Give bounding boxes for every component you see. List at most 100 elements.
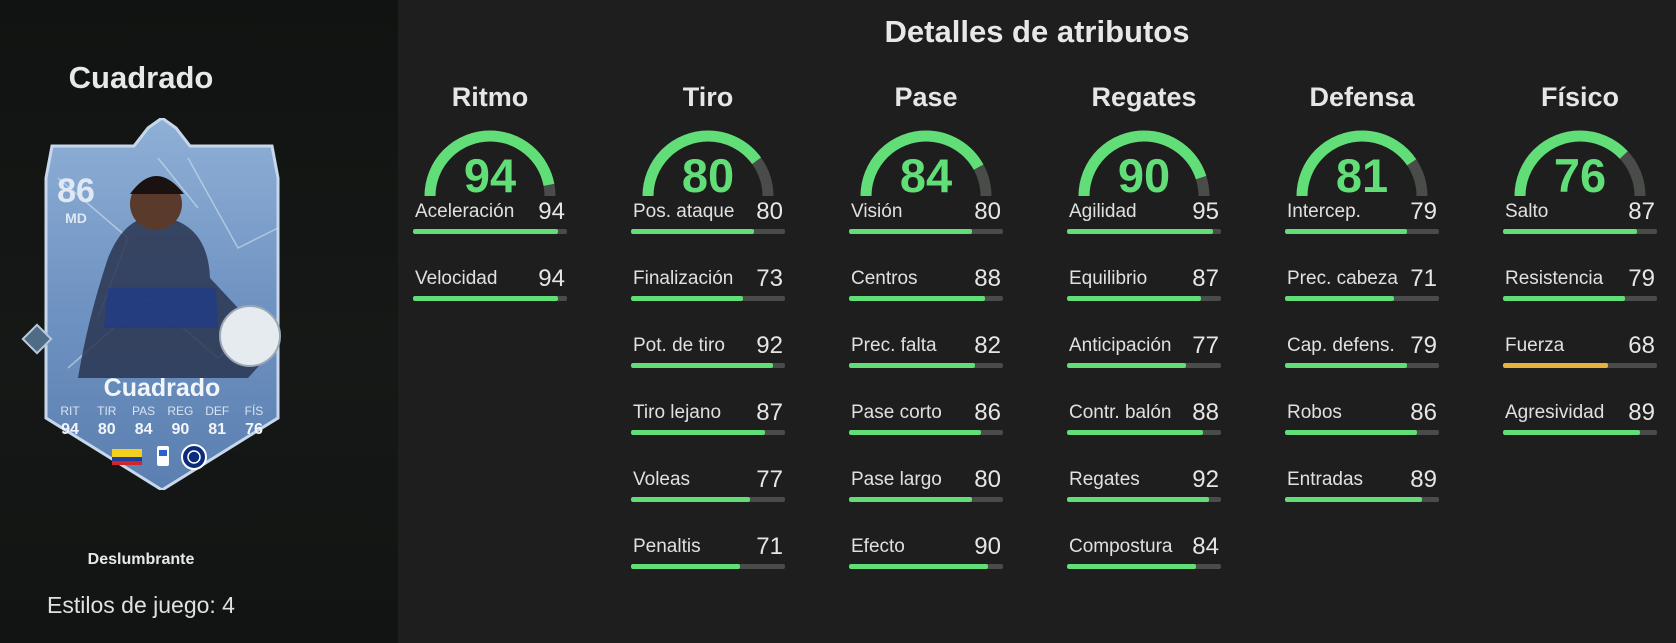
- attribute-bar-fill: [631, 229, 755, 234]
- attribute-value: 71: [756, 533, 783, 560]
- card-stat: RIT 94: [52, 404, 88, 439]
- attribute-bar: [1285, 497, 1439, 502]
- attribute-row[interactable]: Tiro lejano 87: [631, 399, 785, 466]
- category-column-1: Tiro 80 Pos. ataque 80 Finalización 73 Pot. de…: [631, 82, 785, 600]
- attribute-label: Intercep.: [1287, 201, 1361, 222]
- category-column-0: Ritmo 94 Aceleración 94 Velocidad 94: [413, 82, 567, 332]
- attribute-bar: [413, 229, 567, 234]
- attribute-row[interactable]: Regates 92: [1067, 466, 1221, 533]
- attribute-bar-fill: [413, 296, 558, 301]
- attribute-row[interactable]: Compostura 84: [1067, 533, 1221, 600]
- attribute-label: Velocidad: [415, 268, 498, 289]
- attribute-bar: [1503, 363, 1657, 368]
- attribute-bar-fill: [1503, 296, 1625, 301]
- attribute-label: Entradas: [1287, 469, 1364, 490]
- attribute-row[interactable]: Pase corto 86: [849, 399, 1003, 466]
- attribute-row[interactable]: Intercep. 79: [1285, 198, 1439, 265]
- attribute-row[interactable]: Robos 86: [1285, 399, 1439, 466]
- attribute-bar-fill: [1285, 296, 1395, 301]
- attribute-row[interactable]: Entradas 89: [1285, 466, 1439, 533]
- attribute-bar: [849, 430, 1003, 435]
- attribute-value: 88: [1192, 399, 1219, 426]
- card-stat-label: RIT: [60, 404, 80, 418]
- category-value: 80: [681, 149, 735, 202]
- card-stat-value: 81: [208, 421, 227, 438]
- attribute-bar-fill: [631, 363, 773, 368]
- attribute-bar: [1067, 229, 1221, 234]
- attribute-row[interactable]: Equilibrio 87: [1067, 265, 1221, 332]
- attribute-row[interactable]: Anticipación 77: [1067, 332, 1221, 399]
- gauge-arc: [424, 130, 556, 197]
- attribute-bar-fill: [849, 497, 973, 502]
- attribute-row[interactable]: Salto 87: [1503, 198, 1657, 265]
- attribute-bar-fill: [631, 564, 741, 569]
- attributes-title: Detalles de atributos: [884, 14, 1190, 49]
- attribute-row[interactable]: Voleas 77: [631, 466, 785, 533]
- card-stat: FÍS 76: [236, 404, 272, 439]
- attribute-row[interactable]: Efecto 90: [849, 533, 1003, 600]
- attribute-row[interactable]: Pot. de tiro 92: [631, 332, 785, 399]
- attribute-bar: [849, 497, 1003, 502]
- attribute-row[interactable]: Velocidad 94: [413, 265, 567, 332]
- attribute-row[interactable]: Resistencia 79: [1503, 265, 1657, 332]
- player-card[interactable]: 86 MD Cuadrado RIT 94 TIR 80 PAS 84 REG 90 D…: [38, 118, 286, 490]
- attribute-bar: [1285, 229, 1439, 234]
- attribute-row[interactable]: Pase largo 80: [849, 466, 1003, 533]
- gauge-arc: [860, 130, 992, 197]
- attribute-row[interactable]: Contr. balón 88: [1067, 399, 1221, 466]
- category-gauge: 90: [1067, 120, 1221, 202]
- attribute-label: Aceleración: [415, 201, 515, 222]
- attribute-bar-fill: [1285, 229, 1407, 234]
- attribute-row[interactable]: Visión 80: [849, 198, 1003, 265]
- category-gauge: 76: [1503, 120, 1657, 202]
- attribute-label: Salto: [1505, 201, 1549, 222]
- category-value: 76: [1553, 149, 1607, 202]
- attribute-row[interactable]: Agilidad 95: [1067, 198, 1221, 265]
- card-position: MD: [65, 210, 87, 226]
- attribute-label: Penaltis: [633, 536, 701, 557]
- playstyles-count[interactable]: Estilos de juego: 4: [47, 592, 235, 618]
- attribute-bar: [631, 229, 785, 234]
- attribute-row[interactable]: Prec. cabeza 71: [1285, 265, 1439, 332]
- attribute-label: Robos: [1287, 402, 1342, 423]
- attribute-bar-fill: [631, 430, 765, 435]
- category-title: Tiro: [682, 82, 734, 112]
- attribute-value: 68: [1628, 332, 1655, 359]
- card-stat: DEF 81: [199, 404, 235, 439]
- attributes-panel: [398, 0, 1676, 643]
- card-stats: RIT 94 TIR 80 PAS 84 REG 90 DEF 81 FÍS 76: [52, 404, 272, 439]
- attribute-value: 73: [756, 265, 783, 292]
- attribute-label: Equilibrio: [1069, 268, 1148, 289]
- attribute-bar: [631, 497, 785, 502]
- attribute-bar: [413, 296, 567, 301]
- attribute-row[interactable]: Penaltis 71: [631, 533, 785, 600]
- attribute-label: Pase corto: [851, 402, 942, 423]
- attribute-value: 87: [756, 399, 783, 426]
- attribute-row[interactable]: Aceleración 94: [413, 198, 567, 265]
- attribute-row[interactable]: Centros 88: [849, 265, 1003, 332]
- attribute-row[interactable]: Finalización 73: [631, 265, 785, 332]
- attribute-value: 89: [1410, 466, 1437, 493]
- attribute-value: 77: [1192, 332, 1219, 359]
- attribute-bar-fill: [849, 564, 988, 569]
- attribute-bar: [631, 363, 785, 368]
- category-value: 94: [463, 149, 517, 202]
- attribute-bar: [631, 564, 785, 569]
- attribute-bar-fill: [1067, 296, 1201, 301]
- attribute-value: 86: [1410, 399, 1437, 426]
- attribute-bar-fill: [1067, 363, 1186, 368]
- attribute-label: Centros: [851, 268, 918, 289]
- category-column-5: Físico 76 Salto 87 Resistencia 79 Fuerza 68 Agre…: [1503, 82, 1657, 466]
- attribute-value: 79: [1410, 332, 1437, 359]
- attribute-bar: [849, 564, 1003, 569]
- attribute-row[interactable]: Fuerza 68: [1503, 332, 1657, 399]
- attribute-label: Voleas: [633, 469, 691, 490]
- attribute-row[interactable]: Agresividad 89: [1503, 399, 1657, 466]
- card-background: [44, 118, 281, 490]
- attribute-row[interactable]: Pos. ataque 80: [631, 198, 785, 265]
- attribute-value: 80: [974, 466, 1001, 493]
- attribute-row[interactable]: Prec. falta 82: [849, 332, 1003, 399]
- attribute-bar: [1503, 296, 1657, 301]
- attribute-bar: [849, 296, 1003, 301]
- attribute-row[interactable]: Cap. defens. 79: [1285, 332, 1439, 399]
